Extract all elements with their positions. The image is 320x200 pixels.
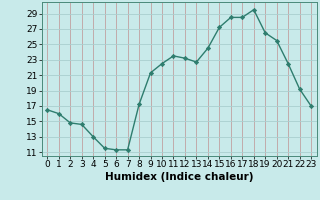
X-axis label: Humidex (Indice chaleur): Humidex (Indice chaleur)	[105, 172, 253, 182]
